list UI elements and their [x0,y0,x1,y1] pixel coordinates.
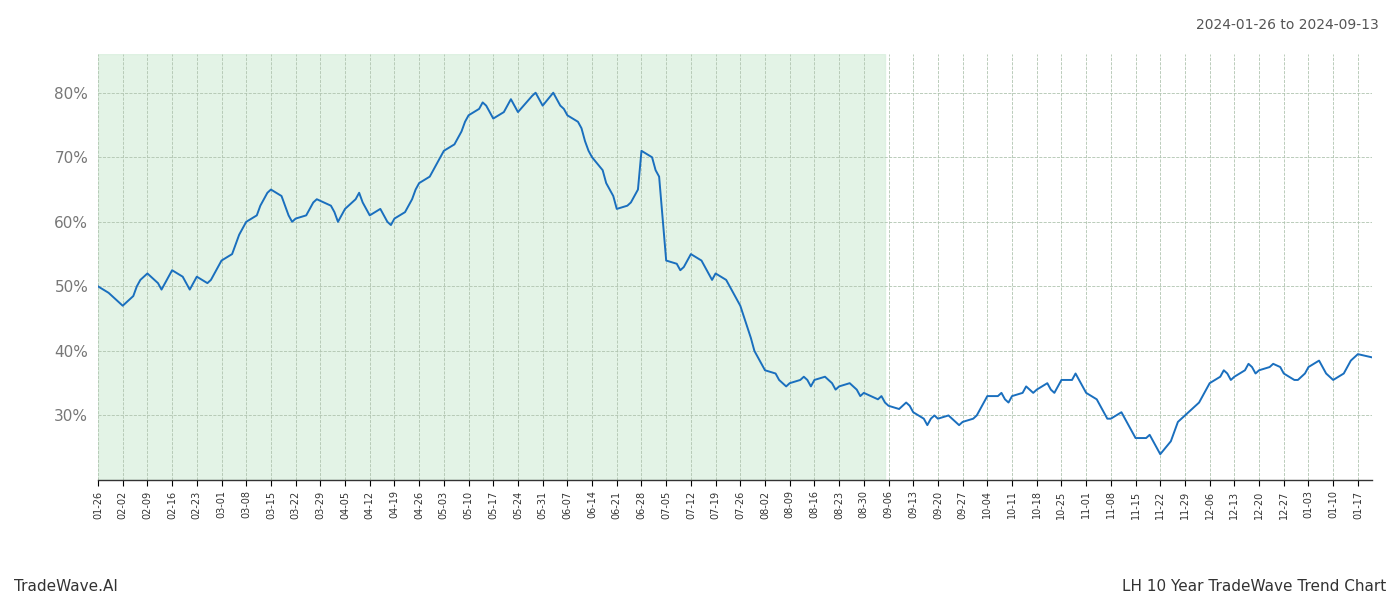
Text: TradeWave.AI: TradeWave.AI [14,579,118,594]
Bar [98,54,885,480]
Text: 2024-01-26 to 2024-09-13: 2024-01-26 to 2024-09-13 [1196,18,1379,32]
Text: LH 10 Year TradeWave Trend Chart: LH 10 Year TradeWave Trend Chart [1121,579,1386,594]
